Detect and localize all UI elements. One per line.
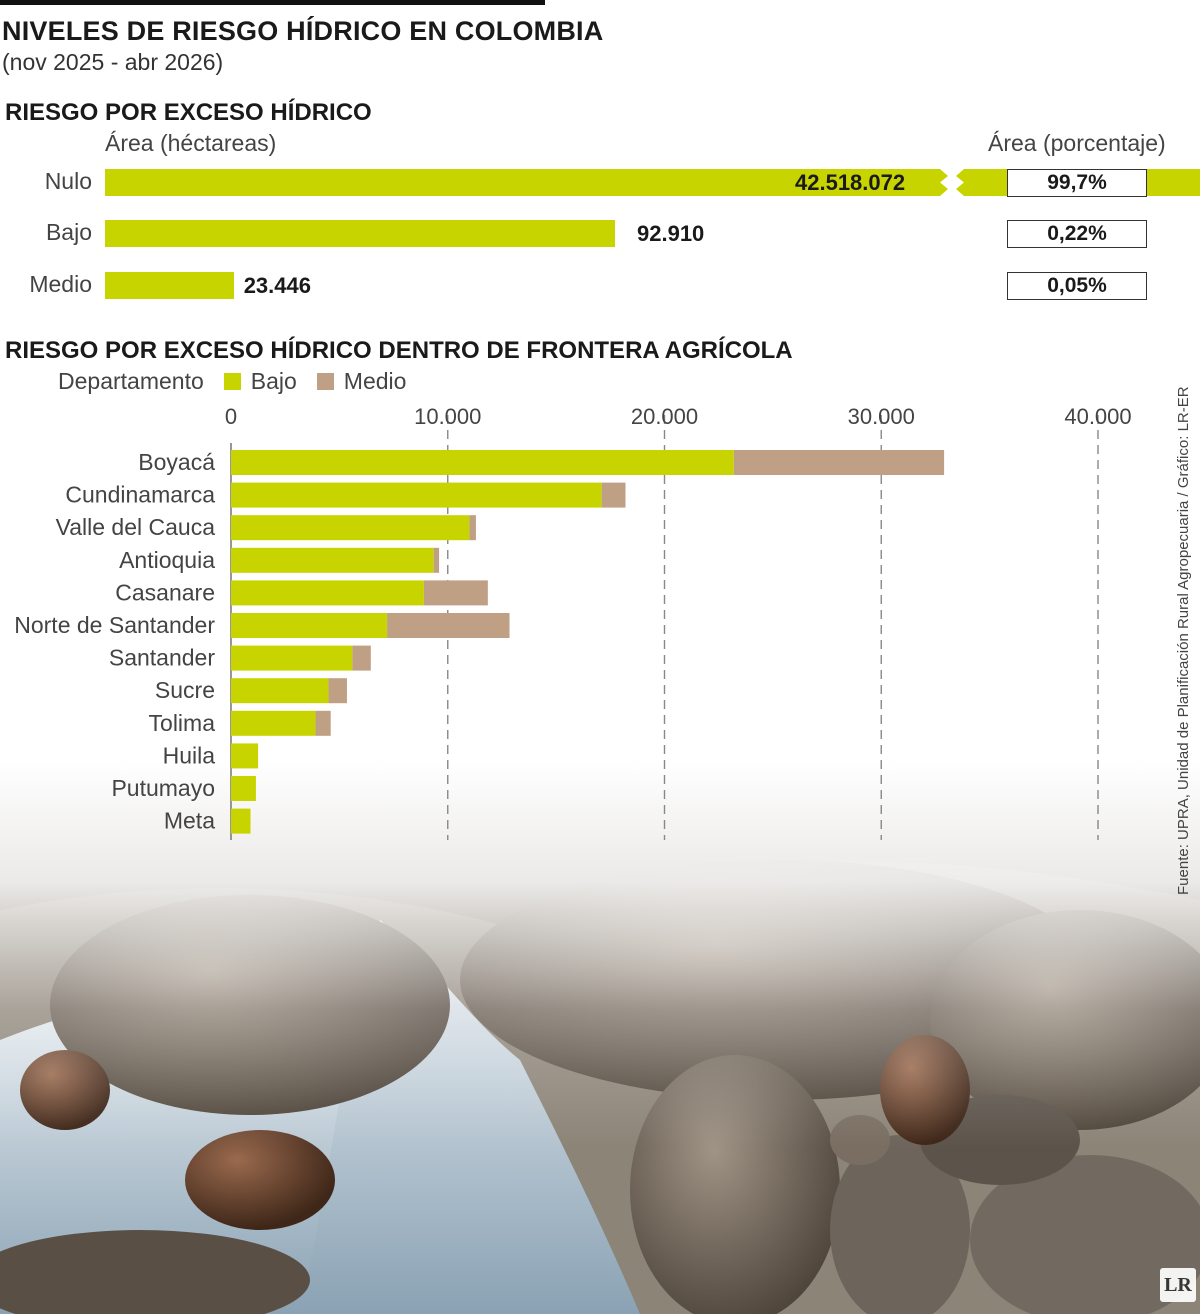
- category-label-huila: Huila: [163, 742, 216, 768]
- category-label-boyaca: Boyacá: [138, 449, 215, 475]
- bar-bajo-valle-del-cauca: [231, 515, 470, 541]
- bar-bajo-putumayo: [231, 776, 256, 801]
- bar-bajo-antioquia: [231, 547, 434, 573]
- bar-bajo-meta: [231, 808, 251, 834]
- source-note: Fuente: UPRA, Unidad de Planificación Ru…: [1175, 386, 1192, 895]
- bar-bajo-casanare: [231, 580, 424, 606]
- category-label-nulo: Nulo: [44, 168, 92, 194]
- category-label-medio: Medio: [29, 271, 92, 297]
- bar-bajo-cundinamarca: [231, 482, 602, 508]
- category-label-cundinamarca: Cundinamarca: [65, 482, 215, 508]
- top-rule: [0, 0, 545, 5]
- value-label-medio: 23.446: [243, 273, 311, 298]
- bar-medio-cundinamarca: [601, 482, 626, 508]
- legend-item-bajo: Bajo: [223, 368, 297, 395]
- category-label-antioquia: Antioquia: [119, 547, 215, 573]
- chart-title: NIVELES DE RIESGO HÍDRICO EN COLOMBIA: [2, 16, 604, 46]
- legend-label-bajo: Bajo: [250, 368, 297, 394]
- legend-swatch-bajo: [223, 373, 241, 390]
- category-label-santander: Santander: [109, 645, 215, 671]
- legend-swatch-medio: [316, 373, 334, 390]
- tick-label-40000: 40.000: [1064, 404, 1131, 429]
- area-percent-header: Área (porcentaje): [988, 130, 1166, 156]
- legend: Departamento Bajo Medio: [58, 368, 406, 395]
- bar-medio-casanare: [423, 580, 488, 606]
- category-label-norte-de-santander: Norte de Santander: [14, 612, 215, 638]
- section1-title: RIESGO POR EXCESO HÍDRICO: [5, 99, 372, 126]
- bar-medio-valle-del-cauca: [469, 515, 476, 541]
- bar-medio-sucre: [328, 678, 347, 704]
- bar-bajo-boyaca: [231, 450, 734, 475]
- bar-bajo-sucre: [231, 678, 329, 704]
- bar-bajo: [105, 220, 615, 247]
- bar-medio-santander: [352, 645, 371, 671]
- area-hectares-header: Área (héctareas): [105, 130, 277, 156]
- legend-title: Departamento: [58, 368, 204, 394]
- category-label-putumayo: Putumayo: [111, 775, 215, 801]
- category-label-meta: Meta: [164, 808, 215, 834]
- tick-label-30000: 30.000: [848, 404, 915, 429]
- value-label-nulo: 42.518.072: [795, 170, 906, 195]
- category-label-bajo: Bajo: [45, 219, 92, 245]
- river-rocks-illustration: [0, 760, 1200, 1314]
- bar-segment-left-nulo: [105, 169, 948, 196]
- percent-box-nulo: 99,7%: [1007, 169, 1147, 197]
- legend-item-medio: Medio: [316, 368, 407, 395]
- lr-logo: LR: [1160, 1268, 1196, 1302]
- category-label-sucre: Sucre: [155, 677, 215, 703]
- percent-box-medio: 0,05%: [1007, 272, 1147, 300]
- bar-bajo-norte-de-santander: [231, 613, 388, 638]
- tick-label-0: 0: [225, 404, 237, 429]
- legend-label-medio: Medio: [343, 368, 407, 394]
- bar-bajo-huila: [231, 743, 259, 769]
- chart-subtitle: (nov 2025 - abr 2026): [2, 49, 224, 75]
- bar-medio-tolima: [315, 710, 331, 736]
- section2-title: RIESGO POR EXCESO HÍDRICO DENTRO DE FRON…: [5, 337, 793, 364]
- stacked-bar-chart: 0 10.000 20.000 30.000 40.000 Boyacá Cundinama…: [14, 404, 1132, 840]
- bar-medio-norte-de-santander: [387, 613, 510, 638]
- percent-box-bajo: 0,22%: [1007, 220, 1147, 248]
- bar-medio-antioquia: [433, 547, 440, 573]
- bar-medio: [105, 272, 234, 299]
- bar-medio-boyaca: [733, 450, 945, 475]
- tick-label-20000: 20.000: [631, 404, 698, 429]
- bar-bajo-santander: [231, 645, 353, 671]
- value-label-bajo: 92.910: [637, 221, 705, 246]
- tick-label-10000: 10.000: [414, 404, 481, 429]
- category-label-valle-del-cauca: Valle del Cauca: [56, 514, 216, 540]
- bar-bajo-tolima: [231, 710, 316, 736]
- category-label-casanare: Casanare: [115, 579, 215, 605]
- category-label-tolima: Tolima: [149, 710, 216, 736]
